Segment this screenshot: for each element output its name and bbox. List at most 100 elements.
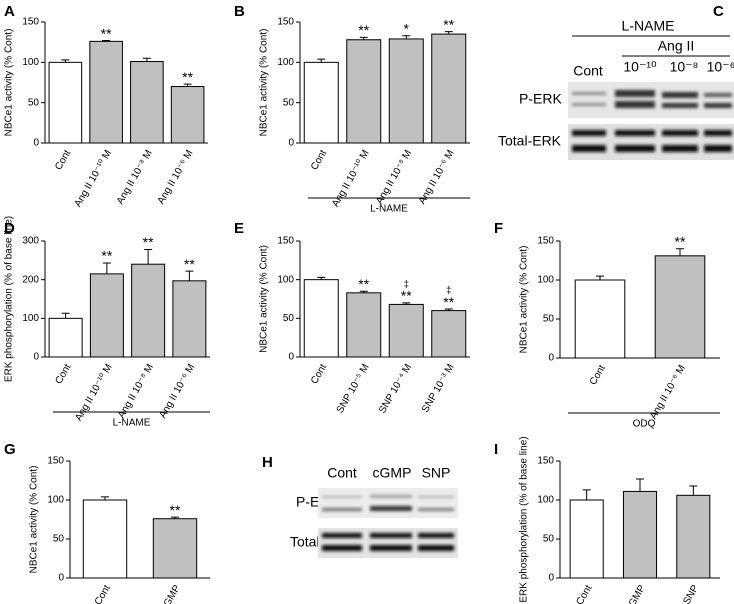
significance: ** <box>675 234 686 250</box>
x-tick-label: Ang II 10⁻¹⁰ M <box>330 148 371 209</box>
x-tick-label: SNP 10⁻⁴ M <box>377 362 414 415</box>
lane-label: 10⁻¹⁰ <box>623 59 657 75</box>
error-bar <box>444 31 453 35</box>
panel-letter: D <box>4 220 15 237</box>
significance: ‡ <box>446 286 452 297</box>
y-tick-label: 50 <box>283 97 295 108</box>
row-label: Total-ERK <box>498 133 562 149</box>
y-axis-label: NBCe1 activity (% Cont) <box>259 245 270 353</box>
x-tick-label: SNP <box>681 583 701 604</box>
error-bar <box>101 496 109 500</box>
y-tick-label: 100 <box>47 495 64 506</box>
error-bar <box>183 83 192 87</box>
y-tick-label: 100 <box>537 275 554 286</box>
significance: ** <box>358 276 369 292</box>
significance: ** <box>101 25 112 41</box>
error-bar <box>142 57 151 62</box>
significance: * <box>404 20 410 36</box>
error-bar <box>61 59 70 63</box>
bar <box>172 280 207 358</box>
significance: ‡ <box>403 280 409 291</box>
error-bar <box>102 40 111 42</box>
error-bar <box>359 290 368 293</box>
lane-label: Cont <box>327 465 357 481</box>
x-tick-label: cGMP <box>624 583 648 604</box>
bar <box>388 38 424 144</box>
blot-strip <box>318 528 458 558</box>
y-tick-label: 100 <box>537 495 554 506</box>
bar <box>89 40 123 144</box>
x-tick-label: Cont <box>309 362 329 386</box>
treatment-label: L-NAME <box>622 18 675 34</box>
y-tick-label: 50 <box>543 534 555 545</box>
y-tick-label: 0 <box>33 138 39 149</box>
error-bar <box>596 275 604 280</box>
error-bar <box>317 58 326 63</box>
x-tick-label: Cont <box>53 362 73 386</box>
y-tick-label: 150 <box>277 236 294 247</box>
lane-label: 10⁻⁸ <box>670 59 699 75</box>
y-axis-label: NBCe1 activity (% Cont) <box>259 29 270 137</box>
y-tick-label: 0 <box>288 138 294 149</box>
lane-label: cGMP <box>373 465 412 481</box>
significance: ** <box>170 502 181 518</box>
error-bar <box>402 35 411 39</box>
bar <box>569 499 604 579</box>
significance: ** <box>401 288 412 304</box>
error-bar <box>402 302 411 305</box>
y-tick-label: 150 <box>537 236 554 247</box>
bar <box>82 499 128 579</box>
y-tick-label: 100 <box>22 57 39 68</box>
bar <box>676 494 711 579</box>
error-bar <box>689 485 698 496</box>
x-tick-label: Ang II 10⁻⁶ M <box>156 148 196 206</box>
significance: ** <box>358 22 369 38</box>
bar <box>654 255 706 359</box>
bar <box>346 39 382 144</box>
lane-label: SNP <box>422 465 451 481</box>
x-tick-label: Cont <box>588 363 608 387</box>
x-tick-label: Cont <box>53 148 73 172</box>
y-axis-label: NBCe1 activity (% Cont) <box>4 29 15 137</box>
panel-letter: A <box>4 3 15 20</box>
panel-letter: H <box>262 454 273 471</box>
significance: ** <box>443 16 454 32</box>
significance: ** <box>182 69 193 85</box>
bar <box>131 263 166 358</box>
blot-c: C L-NAME Ang II Cont 10⁻¹⁰ 10⁻⁸ 10⁻⁶ P-E… <box>498 3 734 160</box>
error-bar <box>582 489 591 500</box>
bands <box>322 495 454 551</box>
y-tick-label: 100 <box>22 313 39 324</box>
y-tick-label: 150 <box>277 17 294 28</box>
bar <box>130 61 164 144</box>
bracket-label: L-NAME <box>113 418 151 429</box>
y-tick-label: 0 <box>548 573 554 584</box>
x-tick-label: Ang II 10⁻¹⁰ M <box>73 148 114 209</box>
x-tick-label: cGMP <box>159 583 183 604</box>
bar <box>431 310 467 358</box>
x-tick-label: Cont <box>309 148 329 172</box>
bracket-label: L-NAME <box>370 204 408 215</box>
bar <box>574 279 626 359</box>
error-bar <box>444 308 453 311</box>
error-bar <box>102 262 111 274</box>
blot-strip <box>568 82 734 118</box>
group-label: Ang II <box>658 38 695 54</box>
bar <box>48 61 83 144</box>
blot-h: H Cont cGMP SNP P-ERK Total-ERK <box>262 454 458 558</box>
x-tick-label: Ang II 10⁻⁸ M <box>115 148 155 206</box>
bar <box>89 273 124 358</box>
y-tick-label: 0 <box>33 352 39 363</box>
x-tick-label: Ang II 10⁻¹⁰ M <box>73 362 114 423</box>
error-bar <box>636 478 644 492</box>
x-tick-label: Cont <box>574 583 594 604</box>
y-axis-label: NBCe1 activity (% Cont) <box>519 246 530 354</box>
significance: ** <box>143 234 154 250</box>
blot-strip <box>568 124 734 160</box>
y-axis-label: ERK phosphorylation (% of base line) <box>519 436 530 602</box>
significance: ** <box>184 256 195 272</box>
bar <box>170 86 205 144</box>
y-axis-label: NBCe1 activity (% Cont) <box>29 466 40 574</box>
lane-label: Cont <box>573 63 603 79</box>
